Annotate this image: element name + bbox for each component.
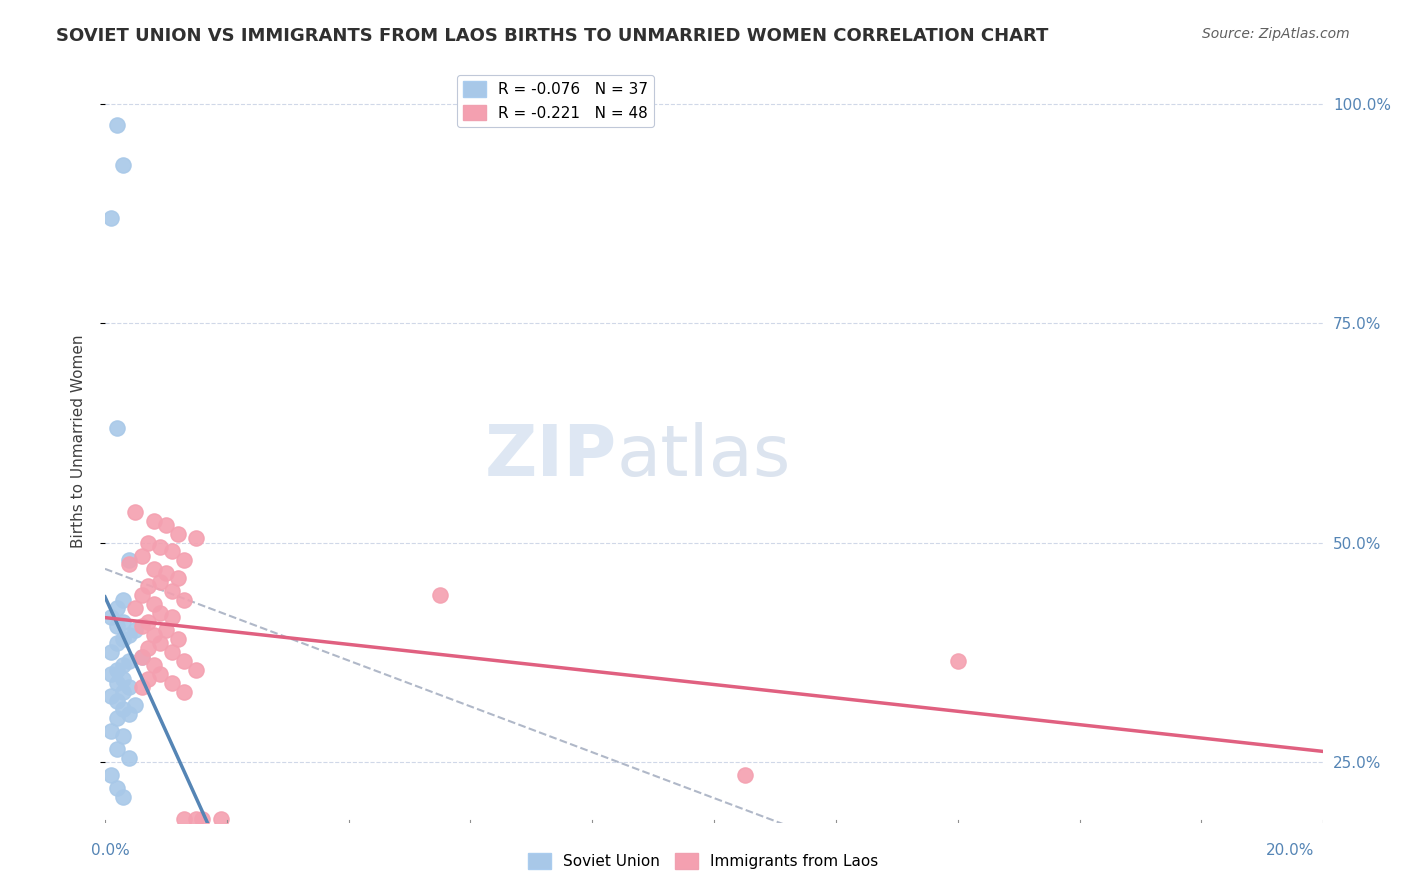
Point <box>160 645 183 659</box>
Point <box>136 615 159 629</box>
Point <box>136 640 159 655</box>
Point <box>155 518 177 533</box>
Point <box>118 558 141 572</box>
Point <box>155 624 177 638</box>
Text: 0.0%: 0.0% <box>91 843 131 858</box>
Legend: R = -0.076   N = 37, R = -0.221   N = 48: R = -0.076 N = 37, R = -0.221 N = 48 <box>457 75 654 127</box>
Point <box>118 628 141 642</box>
Point <box>100 724 122 739</box>
Point <box>105 693 128 707</box>
Point <box>173 654 195 668</box>
Point <box>191 812 214 826</box>
Text: ZIP: ZIP <box>485 422 617 491</box>
Point <box>112 702 135 716</box>
Point <box>100 610 122 624</box>
Point <box>131 549 153 563</box>
Point <box>131 619 153 633</box>
Point <box>131 649 153 664</box>
Point <box>124 624 146 638</box>
Point <box>100 689 122 703</box>
Point <box>131 649 153 664</box>
Text: Source: ZipAtlas.com: Source: ZipAtlas.com <box>1202 27 1350 41</box>
Point <box>149 667 172 681</box>
Point <box>124 601 146 615</box>
Point <box>186 812 208 826</box>
Point <box>186 531 208 545</box>
Point <box>112 790 135 805</box>
Point <box>105 781 128 796</box>
Point <box>149 574 172 589</box>
Point <box>186 663 208 677</box>
Point <box>124 698 146 712</box>
Point <box>149 606 172 620</box>
Point <box>167 526 190 541</box>
Text: SOVIET UNION VS IMMIGRANTS FROM LAOS BIRTHS TO UNMARRIED WOMEN CORRELATION CHART: SOVIET UNION VS IMMIGRANTS FROM LAOS BIR… <box>56 27 1049 45</box>
Point <box>112 672 135 686</box>
Point <box>149 540 172 554</box>
Point <box>167 571 190 585</box>
Point <box>734 768 756 782</box>
Point <box>100 645 122 659</box>
Point <box>160 610 183 624</box>
Point <box>131 681 153 695</box>
Point <box>112 685 135 699</box>
Point <box>124 505 146 519</box>
Point <box>105 119 128 133</box>
Point <box>105 636 128 650</box>
Point <box>136 672 159 686</box>
Point <box>429 588 451 602</box>
Point <box>160 583 183 598</box>
Point <box>112 158 135 172</box>
Point <box>112 658 135 673</box>
Point <box>112 592 135 607</box>
Legend: Soviet Union, Immigrants from Laos: Soviet Union, Immigrants from Laos <box>522 847 884 875</box>
Point <box>149 636 172 650</box>
Point <box>173 592 195 607</box>
Point <box>160 544 183 558</box>
Text: atlas: atlas <box>617 422 792 491</box>
Point <box>118 750 141 764</box>
Point <box>136 579 159 593</box>
Point <box>142 658 165 673</box>
Point <box>100 768 122 782</box>
Point <box>142 628 165 642</box>
Point <box>118 654 141 668</box>
Point <box>160 676 183 690</box>
Point <box>105 711 128 725</box>
Point <box>142 597 165 611</box>
Y-axis label: Births to Unmarried Women: Births to Unmarried Women <box>72 334 86 549</box>
Point <box>136 535 159 549</box>
Point <box>209 812 232 826</box>
Point <box>167 632 190 646</box>
Point <box>131 588 153 602</box>
Point <box>105 663 128 677</box>
Point <box>100 211 122 225</box>
Point <box>112 632 135 646</box>
Point <box>100 667 122 681</box>
Point <box>105 676 128 690</box>
Point <box>142 562 165 576</box>
Point <box>112 729 135 743</box>
Point <box>142 514 165 528</box>
Point <box>946 654 969 668</box>
Point <box>173 553 195 567</box>
Point <box>105 601 128 615</box>
Point <box>173 685 195 699</box>
Point <box>112 615 135 629</box>
Point <box>105 742 128 756</box>
Point <box>118 706 141 721</box>
Point <box>118 681 141 695</box>
Point <box>173 812 195 826</box>
Point <box>105 421 128 435</box>
Point <box>118 553 141 567</box>
Text: 20.0%: 20.0% <box>1267 843 1315 858</box>
Point <box>155 566 177 581</box>
Point <box>105 619 128 633</box>
